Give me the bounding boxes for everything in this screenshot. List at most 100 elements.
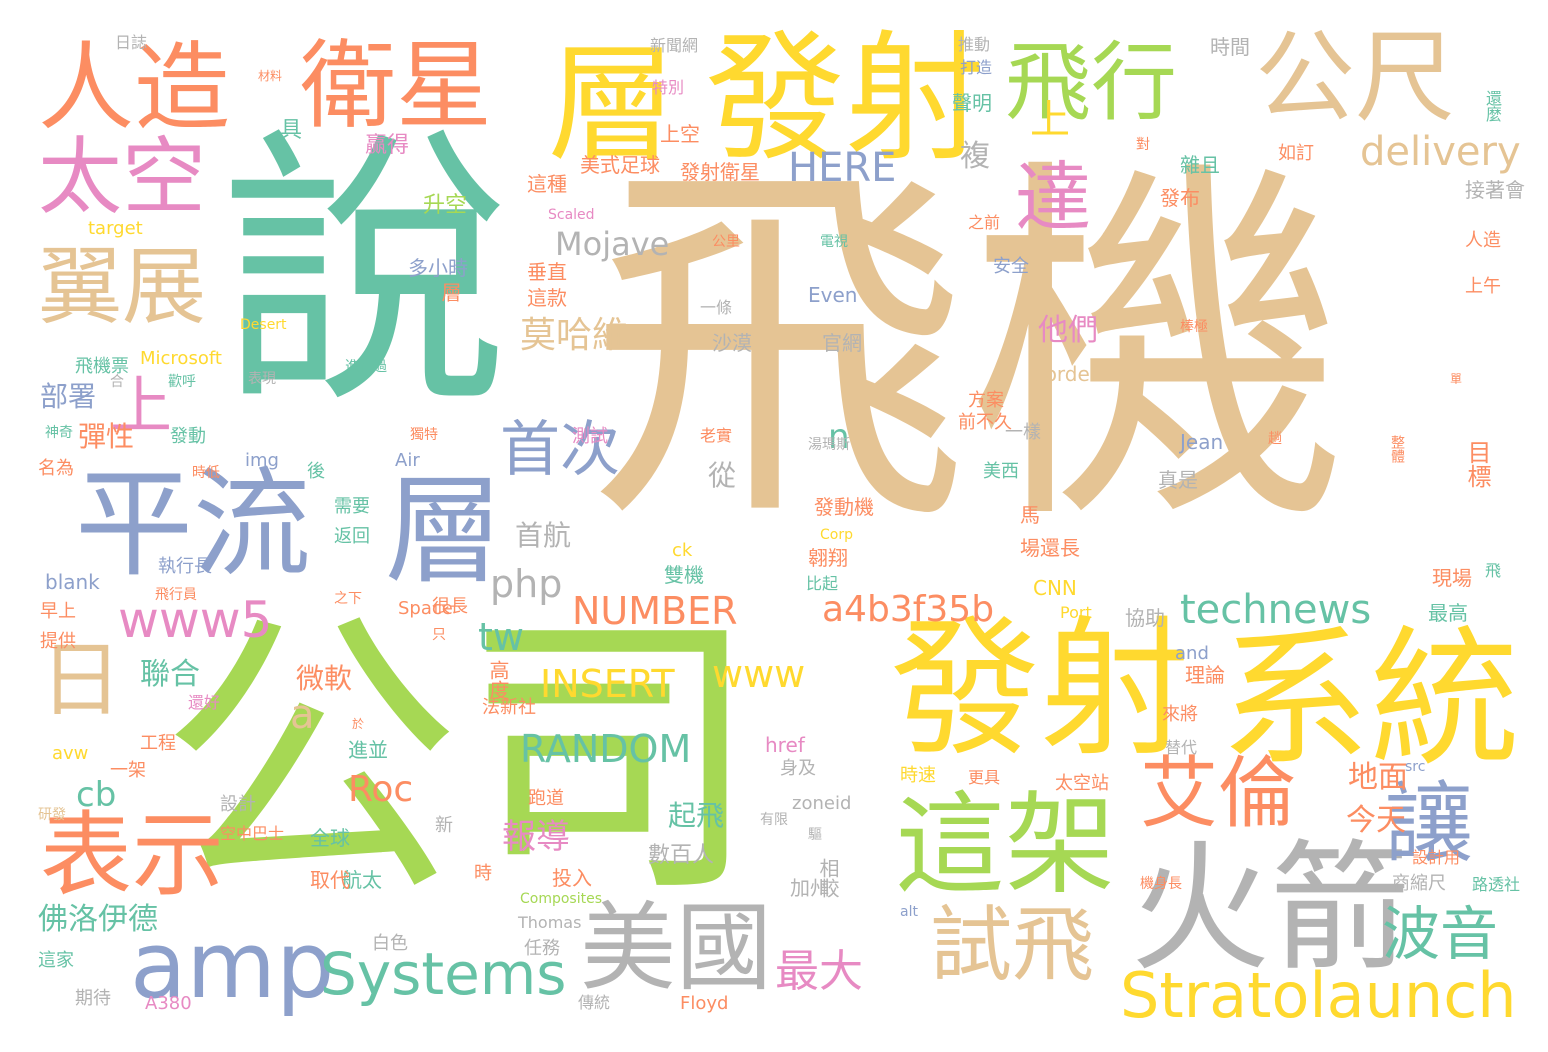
word-135: 太空站: [1055, 773, 1109, 794]
word-41: php: [490, 562, 563, 606]
word-173: 測試: [572, 426, 608, 447]
word-190: 單: [1450, 372, 1463, 386]
word-127: 最高: [1428, 601, 1468, 625]
word-153: 工程: [140, 733, 176, 754]
word-187: 電視: [820, 234, 848, 250]
word-129: 理論: [1185, 663, 1225, 687]
word-164: 發動: [170, 426, 206, 447]
word-144: 取代: [310, 868, 350, 892]
word-184: 材料: [258, 69, 283, 83]
word-42: tw: [478, 615, 524, 659]
word-1: 說: [220, 106, 510, 443]
word-8: 層: [385, 462, 504, 600]
word-171: 進行過: [345, 359, 387, 375]
word-128: 協助: [1125, 606, 1165, 630]
word-2: 公司: [160, 585, 760, 934]
word-94: Corp: [820, 527, 853, 543]
word-166: 神奇: [45, 425, 73, 441]
word-5: 發射: [705, 18, 986, 181]
word-47: cb: [76, 775, 117, 815]
word-162: 需要: [334, 496, 370, 517]
word-138: 路透社: [1472, 875, 1521, 894]
word-6: 層: [548, 31, 677, 180]
word-103: src: [1405, 759, 1426, 775]
word-62: 複: [960, 139, 990, 174]
word-17: 翼展: [38, 238, 207, 336]
word-155: 研發: [38, 807, 66, 823]
word-7: 平流: [75, 455, 312, 593]
word-27: Stratolaunch: [1120, 959, 1517, 1032]
word-118: 真是: [1158, 468, 1198, 492]
word-191: 趟: [1268, 431, 1282, 447]
word-172: 獨特: [410, 427, 438, 443]
word-115: 前不久: [958, 412, 1012, 433]
word-130: 來將: [1162, 704, 1198, 725]
word-51: 起飛: [668, 799, 725, 832]
word-132: 身及: [780, 758, 816, 779]
word-20: 日: [40, 633, 123, 728]
word-77: 聲明: [952, 91, 992, 115]
word-18: 美國: [580, 892, 772, 1004]
word-186: 公里: [712, 234, 740, 250]
word-117: 美西: [983, 461, 1019, 482]
word-134: 更具: [968, 768, 1001, 787]
word-159: 早上: [40, 601, 76, 622]
word-121: 場還長: [1020, 536, 1080, 560]
word-177: 很長: [432, 596, 468, 617]
word-152: 空中巴士: [220, 824, 285, 843]
word-174: 老實: [700, 426, 733, 445]
word-45: 報導: [502, 817, 570, 857]
word-131: 替代: [1165, 738, 1198, 757]
word-61: 從: [708, 459, 737, 492]
word-198: 機身長: [1140, 876, 1182, 892]
word-168: 合: [110, 374, 124, 390]
word-56: 彈性: [78, 420, 135, 453]
word-201: 時低: [192, 465, 220, 481]
word-29: www5: [118, 591, 273, 649]
word-23: 試飛: [930, 898, 1095, 993]
word-79: 打造: [960, 58, 993, 77]
word-36: Mojave: [555, 225, 670, 263]
word-146: 新: [435, 815, 453, 836]
word-85: 如訂: [1278, 143, 1314, 164]
word-163: 後: [307, 461, 325, 482]
word-78: 推動: [958, 35, 991, 54]
word-116: 一樣: [1005, 422, 1041, 443]
word-15: 這架: [895, 781, 1115, 909]
word-24: 讓: [1385, 772, 1474, 875]
word-101: href: [765, 733, 805, 757]
word-102: zoneid: [792, 793, 852, 814]
word-80: 雜且: [1180, 153, 1220, 177]
word-170: 表現: [248, 371, 276, 387]
word-14: 火箭: [1130, 828, 1411, 991]
word-148: 任務: [524, 938, 560, 959]
word-179: 進並: [348, 738, 388, 762]
word-33: technews: [1180, 587, 1372, 633]
word-57: 他們: [1038, 313, 1098, 348]
word-68: 這款: [527, 286, 567, 310]
word-139: 加州: [790, 876, 830, 900]
word-35: HERE: [788, 145, 897, 191]
word-32: a4b3f35b: [822, 589, 995, 630]
word-133: 時速: [900, 765, 936, 786]
word-126: 現場: [1432, 566, 1472, 590]
word-43: 莫哈維: [520, 315, 629, 356]
word-108: Floyd: [680, 993, 729, 1014]
word-13: 上: [1030, 97, 1070, 143]
word-58: 地面: [1348, 760, 1408, 795]
word-3: 發射: [890, 603, 1191, 777]
word-176: 高度: [486, 660, 510, 700]
word-150: 傳統: [578, 993, 611, 1012]
word-136: 商縮尺: [1392, 873, 1446, 894]
word-54: 聯合: [140, 657, 200, 692]
word-111: 官網: [822, 331, 862, 355]
word-160: 執行長: [158, 556, 212, 577]
word-90: Jean: [1180, 430, 1224, 454]
word-140: 相較: [816, 858, 840, 898]
word-161: 返回: [334, 526, 370, 547]
word-104: Composites: [520, 891, 603, 907]
word-109: Scaled: [548, 207, 595, 223]
word-125: 比起: [806, 574, 839, 593]
word-9: 人造: [38, 32, 230, 144]
